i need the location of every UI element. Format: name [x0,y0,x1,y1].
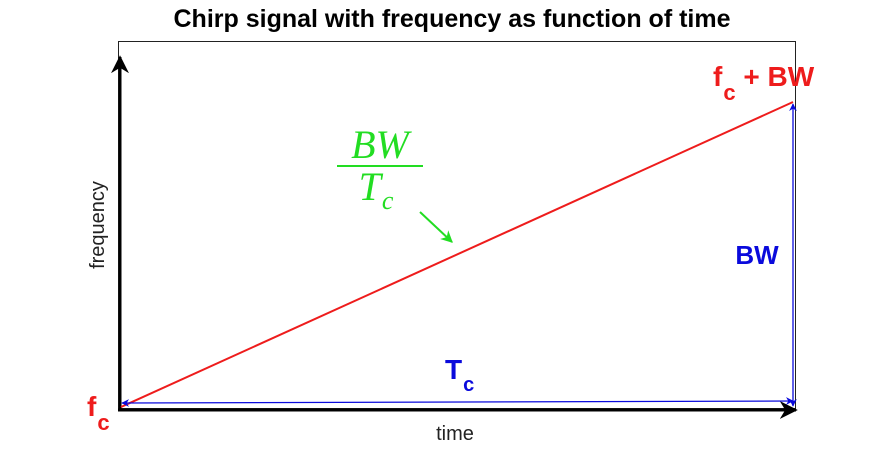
bandwidth-label: BW [735,240,779,270]
slope-denominator: Tc [359,164,394,215]
duration-arrow [121,397,794,407]
slope-numerator: BW [351,122,412,167]
chirp-frequency-line [120,101,794,408]
end-frequency-label: fc + BW [713,61,815,105]
slope-pointer-arrow [419,211,453,243]
y-axis-label: frequency [87,181,109,269]
slope-fraction: BW Tc [337,122,423,215]
duration-label: Tc [445,354,474,396]
start-frequency-label: fc [87,391,110,435]
diagram-title: Chirp signal with frequency as function … [174,5,731,33]
x-axis-label: time [436,423,474,445]
